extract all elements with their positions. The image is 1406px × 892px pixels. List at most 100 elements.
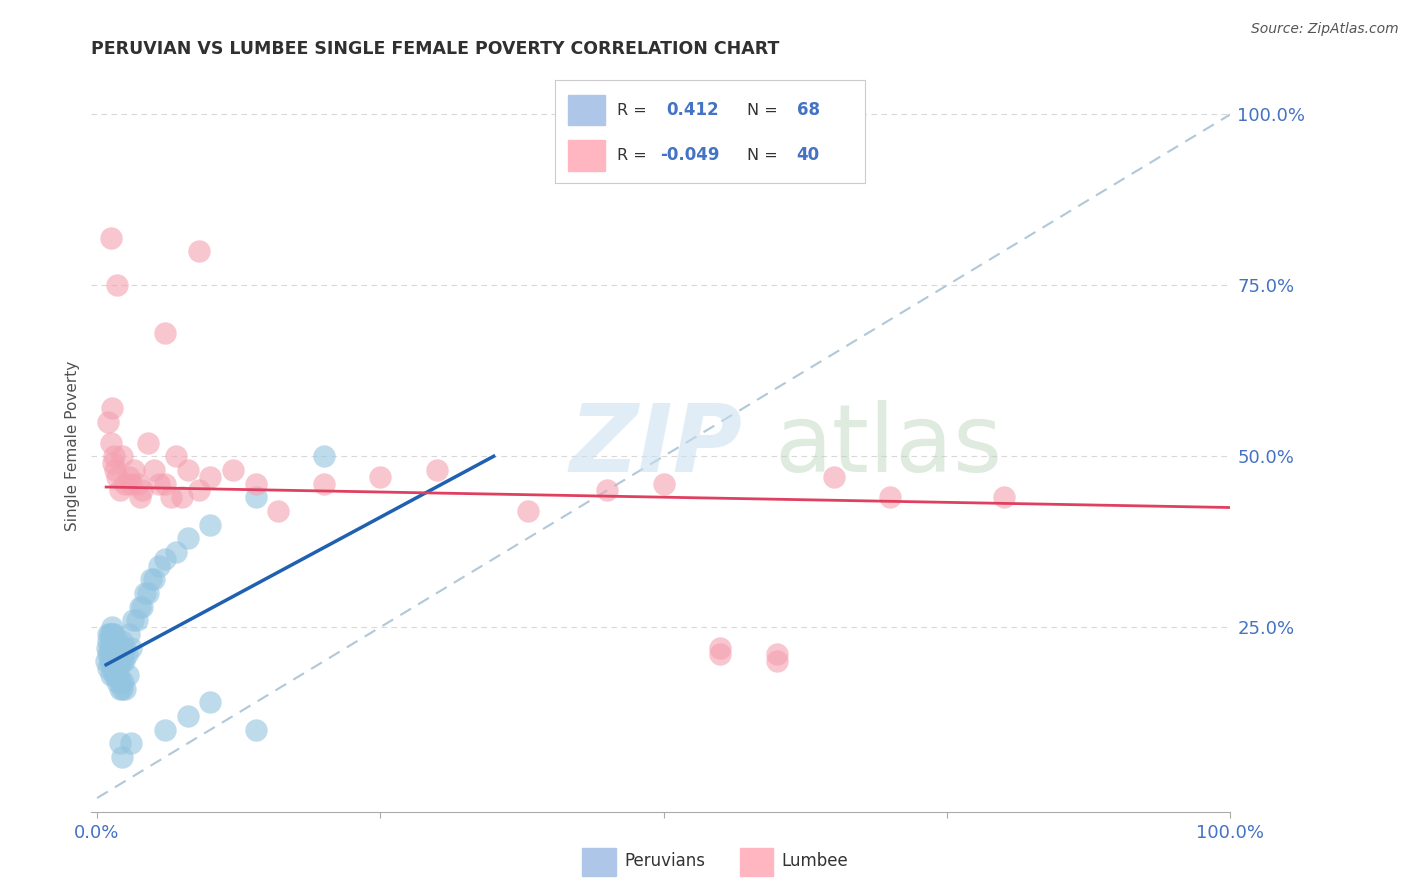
Point [114,640,136,655]
Point [267,504,290,518]
Point [142,463,165,477]
Point [129,599,152,614]
Point [107,661,129,675]
Point [153,326,176,341]
Point [112,674,135,689]
Point [101,401,124,416]
Point [97,627,120,641]
Point [125,613,148,627]
Point [97,648,120,662]
Point [124,463,146,477]
Point [107,668,129,682]
Point [94,654,117,668]
Point [200,517,222,532]
Point [101,648,124,662]
Point [120,736,142,750]
Point [165,545,187,559]
Point [153,551,176,566]
Bar [568,95,605,126]
Point [245,490,267,504]
Point [112,648,135,662]
Point [100,668,122,682]
Text: 40: 40 [797,146,820,164]
Point [108,654,131,668]
Point [131,483,153,498]
Point [101,661,124,675]
Point [103,654,125,668]
Point [516,504,538,518]
Point [108,736,131,750]
Y-axis label: Single Female Poverty: Single Female Poverty [65,361,80,531]
Point [200,695,222,709]
Point [111,449,134,463]
Text: R =: R = [617,103,647,118]
Point [153,723,176,737]
Point [148,558,170,573]
Point [108,681,131,696]
Point [136,586,159,600]
Point [97,661,120,675]
Point [97,415,120,429]
Point [118,469,141,483]
Point [107,633,129,648]
Text: -0.049: -0.049 [661,146,720,164]
Point [122,613,145,627]
Point [426,463,449,477]
Point [104,661,127,675]
Point [134,586,156,600]
Point [98,654,121,668]
Point [107,278,129,293]
Text: Peruvians: Peruvians [624,852,706,870]
Point [823,469,845,483]
Point [110,648,132,662]
Point [104,633,127,648]
Text: 68: 68 [797,101,820,119]
Point [105,640,128,655]
Point [165,449,187,463]
Point [96,640,118,655]
Point [101,654,124,668]
Point [100,230,122,244]
Point [245,476,267,491]
Point [879,490,901,504]
Point [188,483,211,498]
Text: PERUVIAN VS LUMBEE SINGLE FEMALE POVERTY CORRELATION CHART: PERUVIAN VS LUMBEE SINGLE FEMALE POVERTY… [91,40,780,58]
Point [117,668,139,682]
Point [101,627,124,641]
Point [110,674,132,689]
Point [312,476,335,491]
Text: 0.412: 0.412 [666,101,720,119]
Text: ZIP: ZIP [569,400,742,492]
Point [159,490,181,504]
Point [120,640,142,655]
Point [100,654,122,668]
Point [993,490,1015,504]
Point [107,469,129,483]
Point [177,709,200,723]
Point [596,483,619,498]
Point [136,435,159,450]
Point [100,640,122,655]
Point [101,620,124,634]
Point [709,640,731,655]
Point [103,640,125,655]
Point [101,456,124,470]
Point [170,490,193,504]
Point [131,599,153,614]
Point [118,627,141,641]
Point [107,648,129,662]
Point [153,476,176,491]
Text: R =: R = [617,148,647,162]
Point [120,476,142,491]
Point [108,640,131,655]
Point [98,627,121,641]
Point [103,668,125,682]
Bar [582,848,616,876]
Point [100,627,122,641]
Point [111,654,134,668]
Bar [740,848,773,876]
Text: Source: ZipAtlas.com: Source: ZipAtlas.com [1251,22,1399,37]
Point [222,463,245,477]
Point [103,627,125,641]
Point [101,633,124,648]
